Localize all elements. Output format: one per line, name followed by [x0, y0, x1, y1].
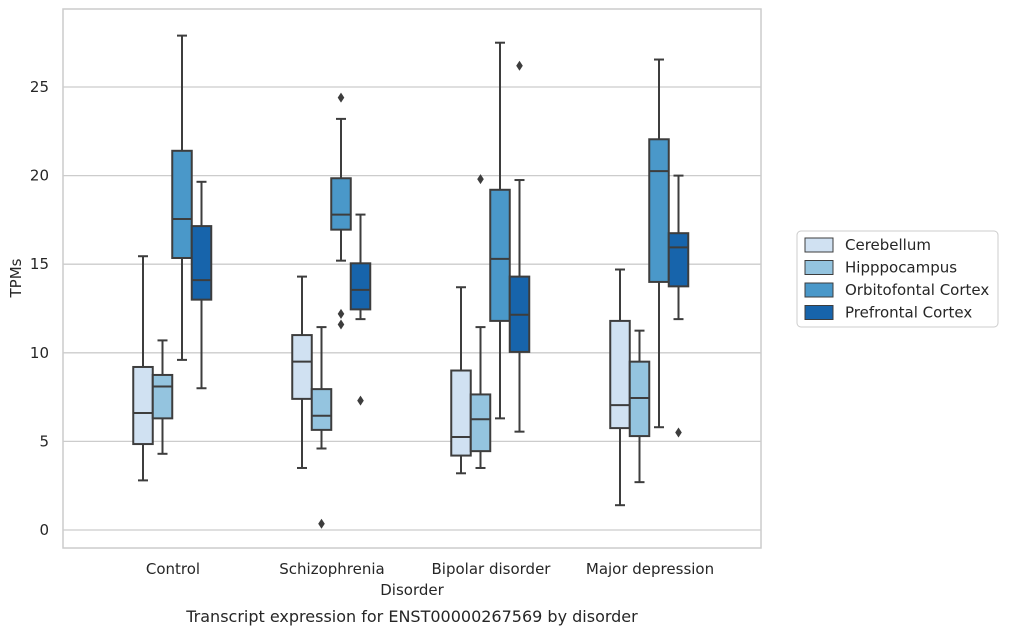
y-tick-label: 0: [39, 521, 49, 539]
box: [171, 149, 193, 259]
y-tick-label: 20: [30, 167, 49, 185]
y-tick-label: 25: [30, 78, 49, 96]
box: [489, 188, 511, 322]
y-tick-label: 10: [30, 344, 49, 362]
outlier-point: [477, 174, 484, 185]
box: [667, 232, 690, 288]
box: [151, 373, 174, 420]
y-tick-label: 15: [30, 255, 49, 273]
plot-background: [63, 9, 761, 548]
x-tick-label: Schizophrenia: [279, 560, 384, 578]
legend-frame: [796, 230, 999, 328]
gridlines: [63, 86, 761, 531]
box-group: [291, 275, 313, 469]
outlier-point: [337, 308, 345, 319]
box: [609, 319, 631, 430]
y-axis-label: TPMs: [7, 258, 25, 298]
box: [132, 365, 154, 446]
box-group: [667, 174, 690, 438]
legend-swatch: [804, 305, 834, 320]
outlier-point: [675, 427, 682, 438]
box-group: [171, 34, 193, 361]
box-group: [508, 60, 531, 433]
box-group: [648, 58, 670, 429]
plot-frame: [62, 8, 762, 549]
box-group: [489, 41, 511, 420]
box-group: [132, 255, 154, 482]
y-axis-ticks: 0 5 10 15 20 25: [30, 78, 49, 539]
box: [190, 225, 213, 301]
box: [291, 334, 313, 400]
legend-swatch: [804, 260, 834, 275]
legend-label: Orbitofontal Cortex: [845, 281, 989, 299]
box-group: [151, 339, 174, 455]
outlier-point: [337, 319, 345, 330]
box-group: [330, 92, 352, 330]
outlier-point: [357, 395, 364, 406]
box-group: [469, 174, 492, 469]
outlier-point: [337, 92, 345, 103]
box-series: [132, 34, 690, 529]
box-group: [310, 326, 333, 529]
legend-label: Hipppocampus: [845, 259, 957, 277]
x-tick-label: Bipolar disorder: [432, 560, 552, 578]
legend-swatch: [804, 282, 834, 298]
box: [349, 262, 372, 311]
x-tick-label: Major depression: [586, 560, 714, 578]
outlier-point: [318, 518, 325, 529]
box: [648, 138, 670, 283]
y-tick-label: 5: [39, 432, 49, 450]
legend-swatch: [804, 237, 834, 253]
legend-label: Cerebellum: [845, 236, 931, 254]
x-axis-ticks: Control Schizophrenia Bipolar disorder Majo…: [146, 560, 714, 578]
outlier-point: [516, 60, 523, 71]
chart-caption: Transcript expression for ENST0000026756…: [185, 607, 638, 626]
legend-label: Prefrontal Cortex: [845, 304, 972, 322]
box: [330, 177, 352, 231]
legend: Cerebellum Hipppocampus Orbitofontal Corte…: [796, 230, 999, 328]
box-group: [628, 329, 651, 484]
x-tick-label: Control: [146, 560, 200, 578]
box-group: [190, 180, 213, 390]
box: [310, 388, 333, 431]
box: [450, 369, 472, 457]
box-group: [450, 286, 472, 475]
box: [469, 393, 492, 453]
x-axis-label: Disorder: [380, 581, 444, 599]
box-group: [349, 213, 372, 406]
